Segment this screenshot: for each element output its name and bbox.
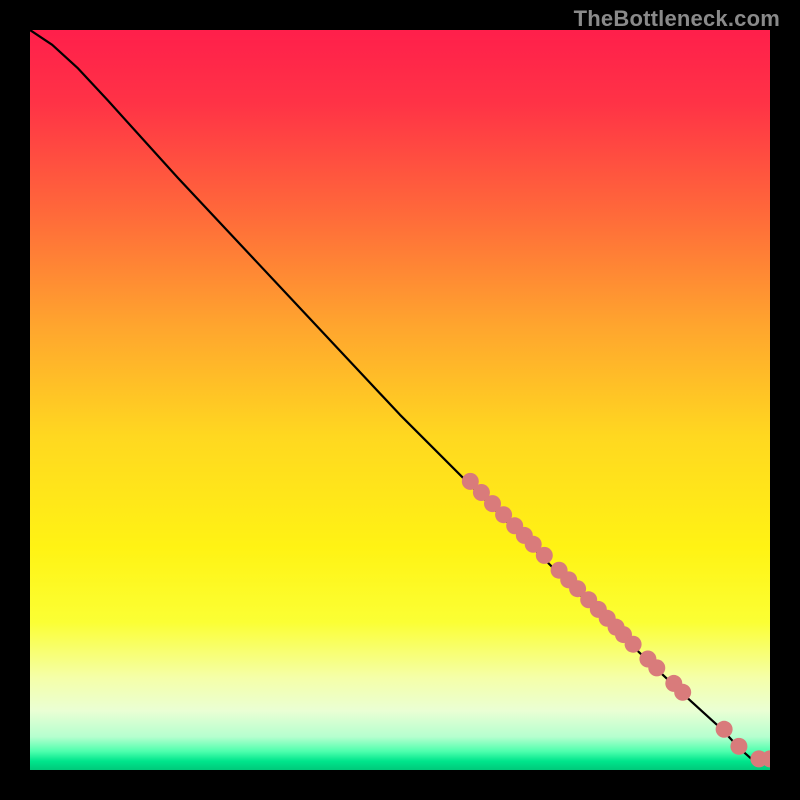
plot-gradient-bg bbox=[30, 30, 770, 770]
watermark-text: TheBottleneck.com bbox=[574, 6, 780, 32]
plot-frame bbox=[30, 30, 770, 770]
